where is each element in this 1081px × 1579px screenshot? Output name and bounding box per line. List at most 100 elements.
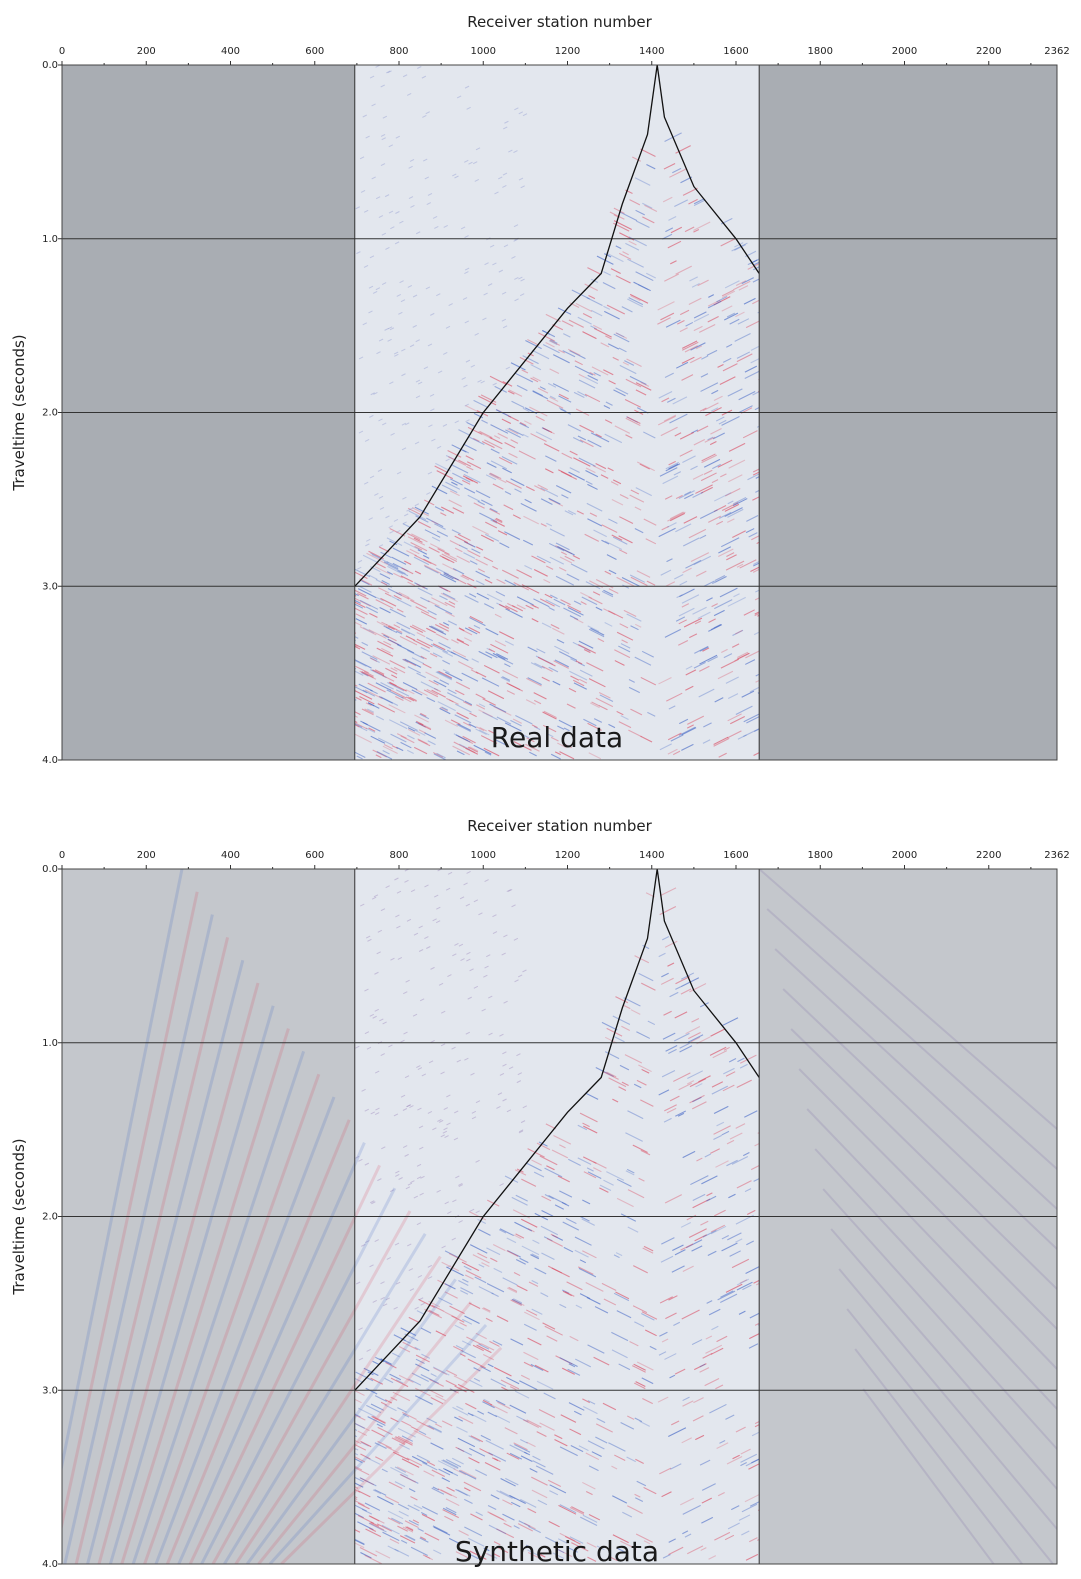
wiggle-stroke <box>400 1327 417 1336</box>
y-tick-label: 3.0 <box>42 581 58 592</box>
wiggle-stroke <box>619 493 629 500</box>
wiggle-stroke <box>687 1545 704 1555</box>
wiggle-stroke <box>583 718 597 727</box>
wiggle-stroke <box>628 297 644 306</box>
noise-stroke <box>374 1008 379 1012</box>
wiggle-stroke <box>372 669 385 677</box>
wiggle-stroke <box>525 340 542 350</box>
wiggle-stroke <box>439 595 448 601</box>
wiggle-stroke <box>553 1134 572 1145</box>
wiggle-stroke <box>444 1283 456 1290</box>
wiggle-stroke <box>462 449 470 454</box>
wiggle-stroke <box>454 535 469 544</box>
wiggle-stroke <box>737 651 749 659</box>
wiggle-stroke <box>486 1199 500 1207</box>
wiggle-stroke <box>365 1387 378 1395</box>
wiggle-stroke <box>713 1134 723 1141</box>
wiggle-stroke <box>534 1364 549 1373</box>
wiggle-stroke <box>678 490 695 500</box>
wiggle-stroke <box>464 1526 483 1537</box>
wiggle-stroke <box>514 1221 533 1232</box>
wiggle-stroke <box>380 682 394 690</box>
noise-stroke <box>413 932 419 936</box>
noise-stroke <box>430 966 435 970</box>
wiggle-stroke <box>585 480 593 485</box>
wiggle-stroke <box>661 1237 675 1245</box>
wiggle-stroke <box>614 1454 626 1461</box>
noise-stroke <box>380 1296 385 1300</box>
noise-stroke <box>375 196 381 200</box>
wiggle-stroke <box>740 1462 747 1467</box>
wiggle-stroke <box>438 670 453 679</box>
noise-stroke <box>481 1008 486 1012</box>
wiggle-stroke <box>559 556 572 564</box>
noise-stroke <box>453 1137 459 1141</box>
noise-stroke <box>454 420 460 424</box>
wiggle-stroke <box>682 1504 701 1515</box>
wiggle-stroke <box>748 1537 758 1543</box>
wiggle-stroke <box>569 450 578 456</box>
wiggle-stroke <box>519 1380 538 1391</box>
noise-stroke <box>378 338 384 342</box>
wiggle-stroke <box>525 485 535 492</box>
wiggle-stroke <box>636 1480 647 1487</box>
noise-stroke <box>518 111 524 115</box>
noise-stroke <box>382 115 388 119</box>
wiggle-stroke <box>554 751 562 756</box>
wiggle-stroke <box>375 715 385 721</box>
noise-stroke <box>452 1199 457 1203</box>
wiggle-stroke <box>550 753 561 760</box>
wiggle-stroke <box>615 245 622 250</box>
wiggle-stroke <box>540 523 547 527</box>
wiggle-stroke <box>501 418 512 425</box>
noise-stroke <box>373 392 378 395</box>
wiggle-stroke <box>711 603 718 608</box>
wiggle-stroke <box>381 1468 388 1473</box>
wiggle-stroke <box>541 1209 554 1217</box>
wiggle-stroke <box>423 564 442 575</box>
wiggle-stroke <box>582 1406 598 1415</box>
wiggle-stroke <box>679 1042 690 1049</box>
muted-stripe <box>120 1028 290 1564</box>
wiggle-stroke <box>588 1465 599 1472</box>
wiggle-stroke <box>665 463 681 472</box>
wiggle-stroke <box>669 413 688 424</box>
wiggle-stroke <box>674 1249 686 1256</box>
wiggle-stroke <box>502 669 519 679</box>
wiggle-stroke <box>666 1107 677 1114</box>
wiggle-stroke <box>721 305 733 312</box>
wiggle-stroke <box>354 1538 365 1545</box>
noise-stroke <box>432 216 438 219</box>
noise-stroke <box>420 1302 425 1306</box>
wiggle-stroke <box>452 650 467 658</box>
wiggle-stroke <box>716 296 728 303</box>
wiggle-stroke <box>549 396 559 402</box>
wiggle-stroke <box>692 1193 706 1202</box>
wiggle-stroke <box>675 523 692 533</box>
wiggle-stroke <box>588 752 602 760</box>
wiggle-stroke <box>493 1267 503 1274</box>
wiggle-stroke <box>661 1070 676 1078</box>
wiggle-stroke <box>585 1282 604 1292</box>
wiggle-stroke <box>692 1415 704 1422</box>
wiggle-stroke <box>713 395 723 401</box>
wiggle-stroke <box>354 621 362 627</box>
wiggle-stroke <box>375 599 394 609</box>
wiggle-stroke <box>355 660 367 667</box>
wiggle-stroke <box>381 632 397 642</box>
wiggle-stroke <box>708 1555 717 1560</box>
wiggle-stroke <box>564 1535 581 1545</box>
wiggle-stroke <box>668 705 676 710</box>
noise-stroke <box>417 66 422 69</box>
wiggle-stroke <box>664 273 680 282</box>
wiggle-stroke <box>543 578 551 584</box>
wiggle-stroke <box>424 529 441 538</box>
noise-stroke <box>395 135 401 139</box>
wiggle-stroke <box>492 519 505 527</box>
noise-stroke <box>412 324 417 328</box>
wiggle-stroke <box>634 1321 645 1328</box>
noise-stroke <box>408 196 414 200</box>
wiggle-stroke <box>522 734 530 739</box>
wiggle-stroke <box>394 1466 407 1473</box>
wiggle-stroke <box>682 1400 694 1407</box>
